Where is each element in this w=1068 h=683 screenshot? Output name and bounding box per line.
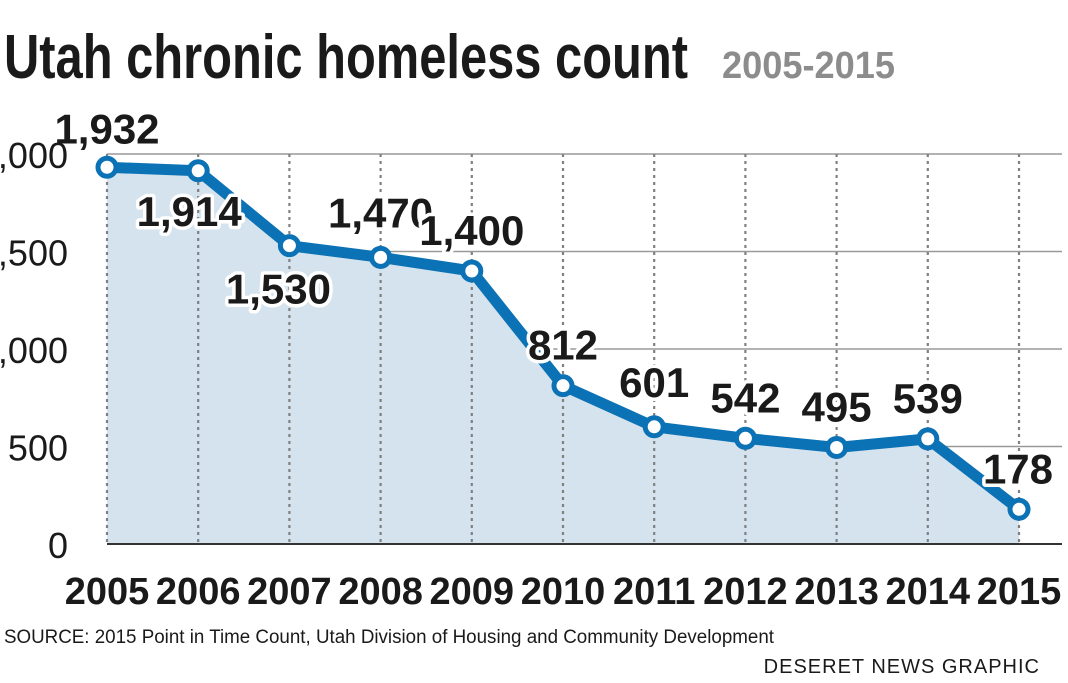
y-tick-label: 1,500: [0, 233, 68, 274]
x-tick-label: 2012: [703, 571, 788, 613]
area-layer: [107, 167, 1019, 544]
data-point: [460, 259, 484, 283]
y-axis-ticks: 0 500 1,000 1,500 2,000: [0, 135, 68, 566]
x-tick-label: 2014: [886, 571, 971, 613]
y-tick-label: 0: [48, 525, 68, 566]
x-tick-label: 2005: [65, 571, 150, 613]
data-point: [369, 245, 393, 269]
vline-layer: [105, 154, 1021, 544]
data-label: 542: [710, 374, 780, 421]
data-point: [733, 426, 757, 450]
point-layer: [95, 155, 1031, 521]
chart-subtitle: 2005-2015: [722, 45, 895, 87]
x-tick-label: 2009: [430, 571, 515, 613]
data-label: 1,914: [137, 188, 243, 235]
data-label: 495: [802, 383, 872, 430]
data-label: 539: [893, 375, 963, 422]
x-axis-ticks: 2005 2006 2007 2008 2009 2010 2011 2012 2013 2014…: [65, 571, 1062, 613]
y-tick-label: 2,000: [0, 135, 68, 176]
data-label: 1,470: [328, 189, 433, 236]
data-label: 1,932: [54, 105, 159, 152]
data-point: [277, 234, 301, 258]
data-label: 601: [619, 359, 689, 406]
y-tick-label: 1,000: [0, 330, 68, 371]
x-tick-label: 2015: [977, 571, 1062, 613]
credit-line: DESERET NEWS GRAPHIC: [764, 656, 1040, 678]
x-tick-label: 2011: [613, 571, 695, 613]
data-label: 812: [528, 322, 598, 369]
data-point: [551, 374, 575, 398]
data-point: [916, 427, 940, 451]
data-point: [95, 155, 119, 179]
y-tick-label: 500: [8, 428, 68, 469]
data-label: 178: [983, 445, 1053, 492]
data-point: [825, 435, 849, 459]
data-point: [1007, 497, 1031, 521]
source-note: SOURCE: 2015 Point in Time Count, Utah D…: [4, 627, 775, 648]
data-point: [642, 415, 666, 439]
x-tick-label: 2006: [156, 571, 241, 613]
area-fill: [107, 167, 1019, 544]
data-point: [186, 159, 210, 183]
data-label: 1,530: [226, 266, 331, 313]
x-tick-label: 2013: [794, 571, 879, 613]
x-tick-label: 2010: [521, 571, 606, 613]
x-tick-label: 2008: [338, 571, 423, 613]
x-tick-label: 2007: [247, 571, 332, 613]
data-label: 1,400: [419, 207, 524, 254]
chart-title: Utah chronic homeless count: [4, 23, 688, 92]
